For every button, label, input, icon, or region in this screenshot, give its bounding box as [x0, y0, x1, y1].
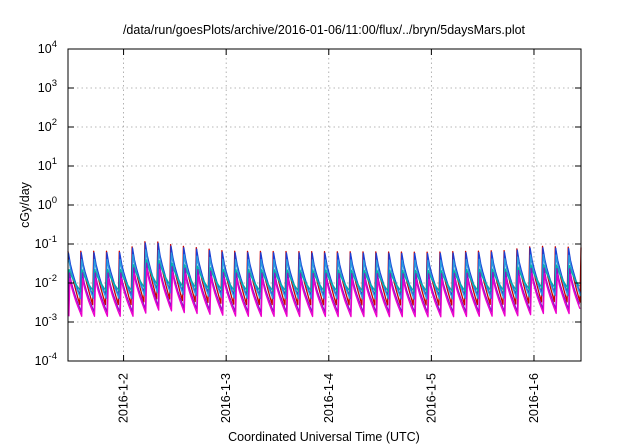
y-axis-label: cGy/day	[18, 181, 32, 228]
y-tick-label: 103	[38, 78, 57, 95]
x-tick-label: 2016-1-3	[219, 373, 233, 423]
y-tick-label: 101	[38, 156, 57, 173]
axis-ticks: 10-4 10-3 10-2 10-1 100 101 102 103 104 2016-1-2 2…	[35, 39, 581, 423]
y-tick-label: 10-4	[35, 351, 57, 368]
series-line	[67, 262, 581, 314]
y-tick-label: 10-1	[35, 234, 57, 251]
chart-title: /data/run/goesPlots/archive/2016-01-06/1…	[123, 23, 526, 37]
y-tick-label: 104	[38, 39, 57, 56]
x-axis-label: Coordinated Universal Time (UTC)	[228, 430, 420, 444]
x-tick-label: 2016-1-5	[424, 373, 438, 423]
x-tick-label: 2016-1-2	[117, 373, 131, 423]
series-group	[67, 241, 582, 318]
y-tick-label: 10-2	[35, 273, 57, 290]
series-line	[68, 267, 581, 318]
y-tick-label: 102	[38, 117, 57, 134]
x-tick-label: 2016-1-6	[527, 373, 541, 423]
y-tick-label: 10-3	[35, 312, 57, 329]
series-line	[67, 259, 580, 293]
y-tick-label: 100	[38, 195, 57, 212]
x-tick-label: 2016-1-4	[322, 373, 336, 423]
